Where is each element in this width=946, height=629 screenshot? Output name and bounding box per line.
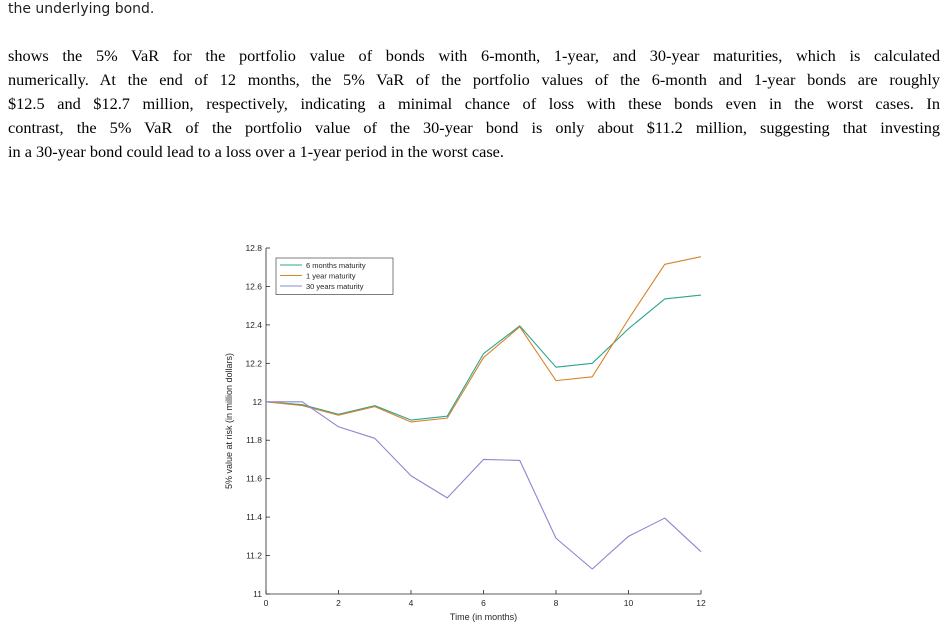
x-tick-label: 4	[409, 598, 414, 608]
legend-box	[275, 257, 394, 295]
previous-paragraph-end: the underlying bond.	[8, 1, 155, 17]
chart-series	[265, 256, 702, 570]
series-line-2	[265, 256, 702, 423]
y-axis-label: 5% value at risk (in million dollars)	[224, 353, 234, 489]
y-tick-label: 11.4	[246, 512, 262, 522]
paragraph-line: numerically. At the end of 12 months, th…	[8, 70, 940, 89]
series-line-1	[265, 294, 702, 421]
paragraph-line: in a 30-year bond could lead to a loss o…	[8, 142, 504, 161]
x-axis-label: Time (in months)	[450, 612, 517, 622]
x-tick-label: 0	[264, 598, 269, 608]
body-paragraph: shows the 5% VaR for the portfolio value…	[8, 44, 940, 164]
y-tick-label: 11.6	[246, 474, 262, 484]
y-tick-label: 12	[253, 397, 263, 407]
y-tick-label: 11	[253, 589, 262, 599]
x-tick-label: 2	[336, 598, 341, 608]
y-tick-label: 12.6	[245, 281, 262, 291]
legend-entry-1: 6 months maturity	[306, 261, 366, 270]
paragraph-line: contrast, the 5% VaR of the portfolio va…	[8, 118, 940, 137]
paragraph-line: $12.5 and $12.7 million, respectively, i…	[8, 94, 940, 113]
x-tick-label: 8	[554, 598, 559, 608]
legend-entry-2: 1 year maturity	[306, 272, 356, 281]
x-tick-label: 6	[481, 598, 486, 608]
y-tick-label: 11.2	[246, 551, 262, 561]
y-tick-label: 12.2	[245, 358, 262, 368]
y-tick-label: 12.4	[245, 320, 262, 330]
legend-entry-3: 30 years maturity	[306, 282, 364, 291]
x-tick-label: 12	[696, 598, 706, 608]
y-tick-label: 12.8	[245, 243, 262, 253]
chart-axes: 0 2 4 6 8 10 12 11 11.2 11.4 11.6 11.8 12 12.2 12.4 12.…	[224, 243, 706, 622]
series-line-3	[266, 401, 702, 570]
var-line-chart: 0 2 4 6 8 10 12 11 11.2 11.4 11.6 11.8 12 12.2 12.4 12.…	[224, 243, 706, 622]
x-tick-label: 10	[624, 598, 634, 608]
y-tick-label: 11.8	[246, 435, 262, 445]
paragraph-line: shows the 5% VaR for the portfolio value…	[8, 46, 940, 65]
